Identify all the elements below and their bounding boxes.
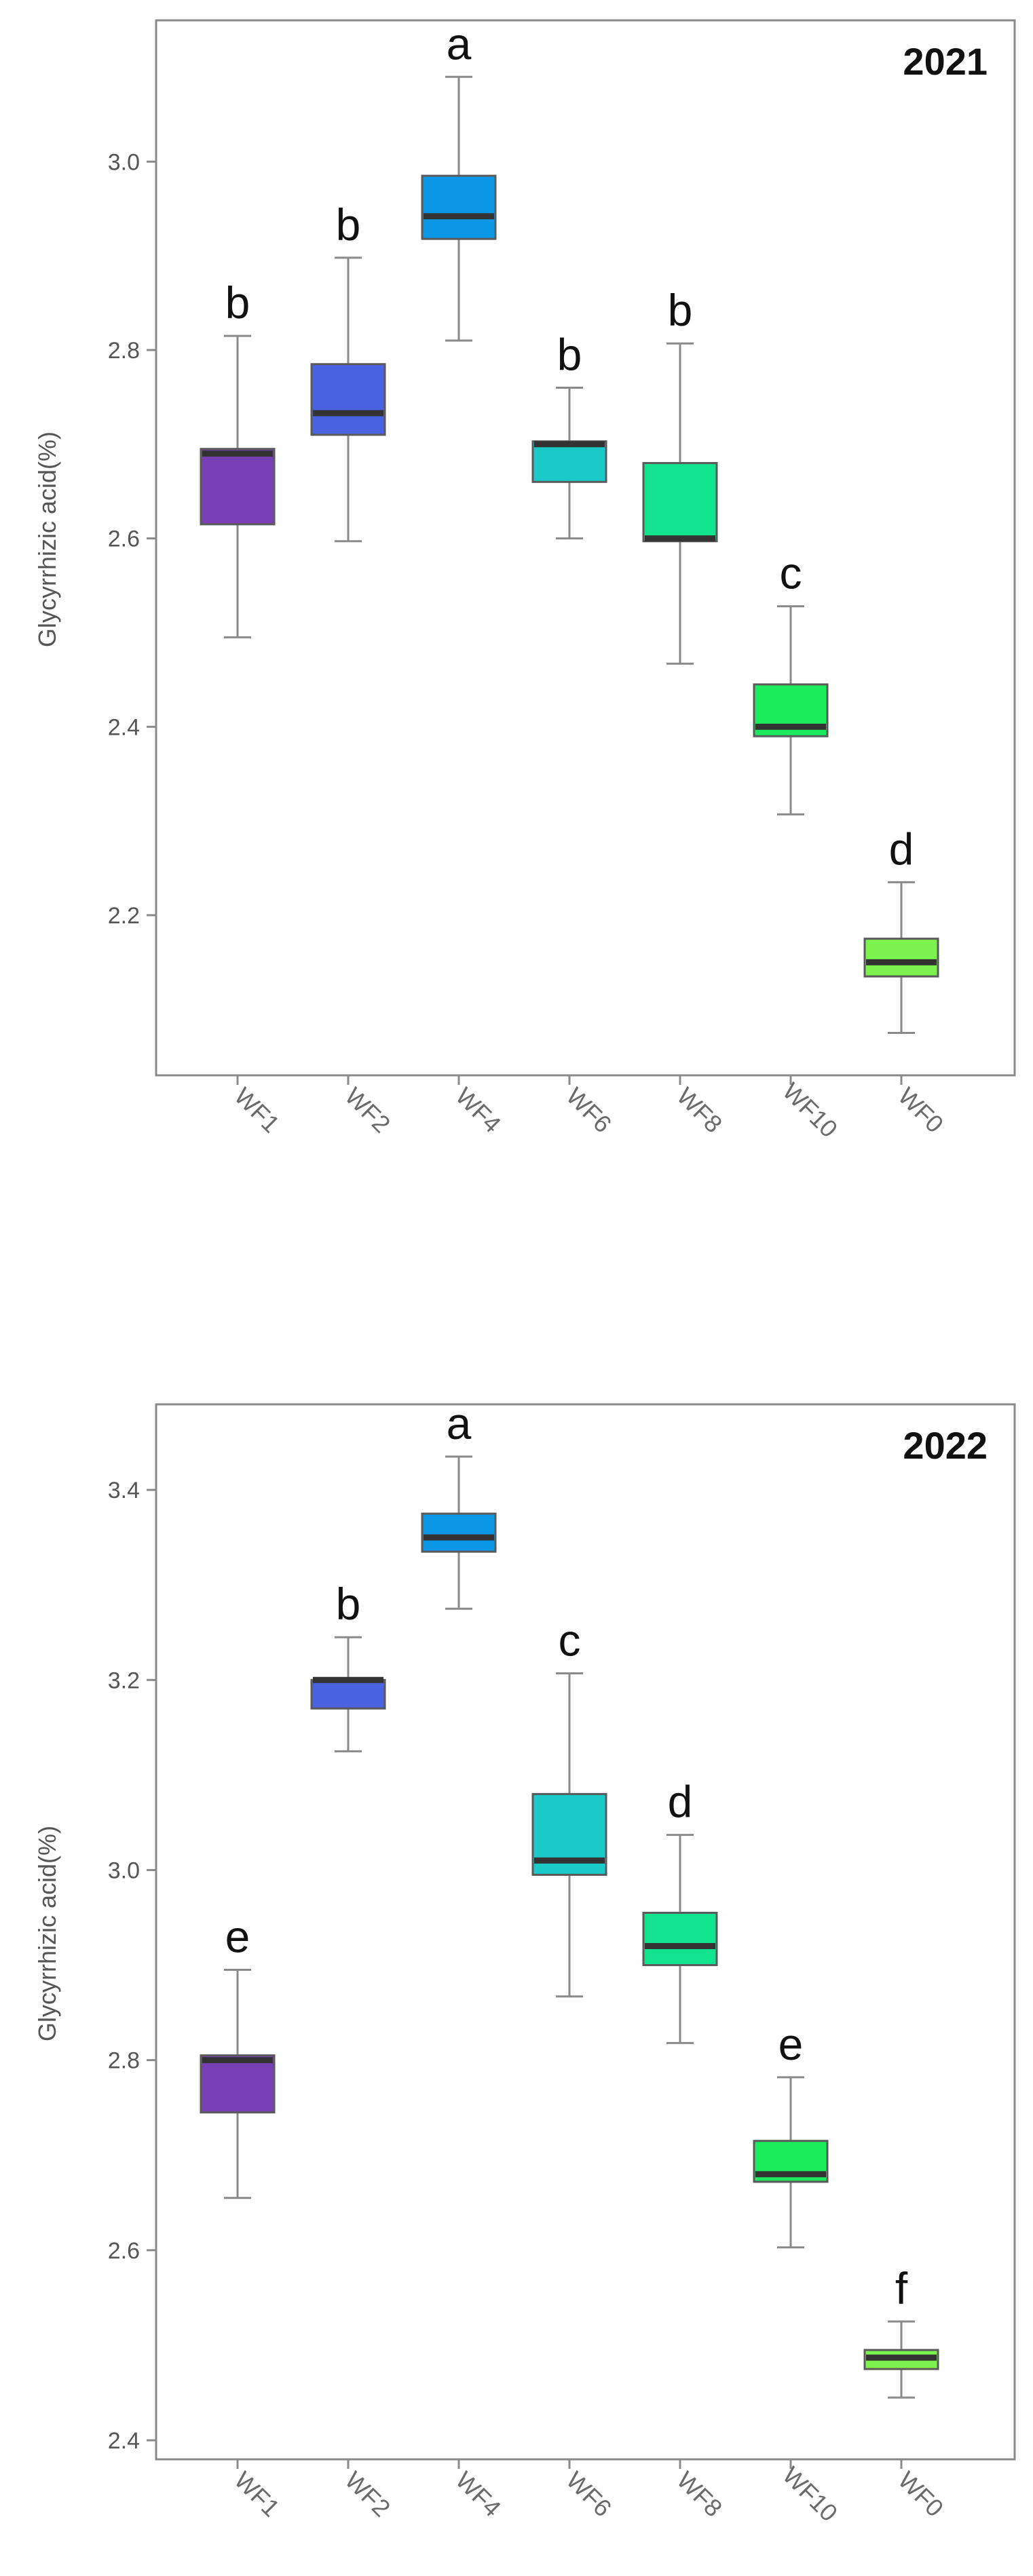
significance-letter: f [895, 2263, 908, 2313]
x-tick-label: WF6 [561, 2466, 617, 2522]
significance-letter: b [336, 199, 361, 250]
box-wf0: d [863, 824, 939, 1035]
x-tick-label: WF4 [450, 1082, 506, 1138]
y-axis-label: Glycyrrhizic acid(%) [33, 1826, 61, 2041]
box-iqr [421, 174, 497, 240]
significance-letter: a [447, 1398, 472, 1448]
x-tick-label: WF10 [777, 2461, 843, 2527]
x-tick-label: WF8 [671, 2466, 728, 2522]
box-series: e b a c d e f [200, 1398, 939, 2399]
box-iqr [642, 462, 718, 543]
box-iqr [200, 2054, 276, 2114]
box-iqr [200, 448, 276, 526]
box-iqr [421, 1512, 497, 1553]
significance-letter: c [559, 1615, 581, 1665]
x-tick-label: WF2 [339, 1082, 396, 1138]
plot-frame [155, 19, 1016, 1077]
chart-panel-2022: Glycyrrhizic acid(%) 2022 2.4 2.6 2.8 3.0 3.… [33, 1398, 1016, 2527]
x-tick-label: WF4 [450, 2466, 506, 2522]
box-wf10: c [753, 548, 829, 815]
box-wf1: b [200, 277, 276, 638]
y-axis-ticks: 2.4 2.6 2.8 3.0 3.2 3.4 [108, 1478, 156, 2454]
x-tick-label: WF2 [339, 2466, 396, 2522]
box-wf8: b [642, 285, 718, 665]
significance-letter: b [668, 285, 693, 335]
y-tick-label: 3.0 [108, 149, 140, 175]
box-iqr [310, 1678, 386, 1710]
significance-letter: e [778, 2019, 804, 2069]
y-tick-label: 3.2 [108, 1668, 140, 1693]
box-wf0: f [863, 2263, 939, 2399]
x-tick-label: WF8 [671, 1082, 728, 1138]
significance-letter: a [447, 18, 472, 69]
x-tick-label: WF0 [893, 2466, 949, 2522]
chart-title: 2022 [903, 1424, 988, 1467]
box-iqr [310, 363, 386, 436]
x-tick-label: WF6 [561, 1082, 617, 1138]
box-wf6: b [531, 329, 607, 540]
x-tick-label: WF10 [777, 1077, 843, 1143]
box-wf10: e [753, 2019, 829, 2249]
x-tick-label: WF1 [229, 1082, 285, 1138]
significance-letter: d [889, 824, 914, 874]
box-iqr [531, 440, 607, 483]
box-wf6: c [531, 1615, 607, 1998]
box-wf8: d [642, 1777, 718, 2044]
box-series: b b a b b c d [200, 18, 939, 1035]
y-tick-label: 2.2 [108, 903, 140, 929]
box-wf2: b [310, 199, 386, 543]
significance-letter: e [225, 1912, 250, 1962]
plot-frame [155, 1403, 1016, 2461]
y-tick-label: 2.6 [108, 2238, 140, 2264]
x-tick-label: WF0 [893, 1082, 949, 1138]
x-axis-ticks: WF1 WF2 WF4 WF6 WF8 WF10 WF0 [229, 1075, 949, 1143]
box-iqr [642, 1911, 718, 1967]
box-wf4: a [421, 1398, 497, 1610]
x-axis-ticks: WF1 WF2 WF4 WF6 WF8 WF10 WF0 [229, 2459, 949, 2527]
chart-title: 2021 [903, 40, 988, 83]
box-wf1: e [200, 1912, 276, 2199]
x-tick-label: WF1 [229, 2466, 285, 2522]
significance-letter: b [557, 329, 582, 379]
y-tick-label: 2.8 [108, 338, 140, 364]
box-iqr [863, 938, 939, 978]
box-wf4: a [421, 18, 497, 342]
y-tick-label: 2.4 [108, 714, 140, 740]
significance-letter: b [225, 277, 250, 328]
y-axis-ticks: 2.2 2.4 2.6 2.8 3.0 [108, 149, 156, 929]
box-wf2: b [310, 1579, 386, 1752]
y-tick-label: 2.4 [108, 2428, 140, 2454]
y-tick-label: 2.6 [108, 526, 140, 552]
y-tick-label: 3.0 [108, 1858, 140, 1883]
chart-panel-2021: Glycyrrhizic acid(%) 2021 2.2 2.4 2.6 2.8 3.… [33, 18, 1016, 1143]
significance-letter: c [780, 548, 802, 598]
y-axis-label: Glycyrrhizic acid(%) [33, 431, 61, 647]
y-tick-label: 3.4 [108, 1478, 140, 1503]
significance-letter: d [668, 1777, 693, 1827]
significance-letter: b [336, 1579, 361, 1629]
y-tick-label: 2.8 [108, 2048, 140, 2074]
